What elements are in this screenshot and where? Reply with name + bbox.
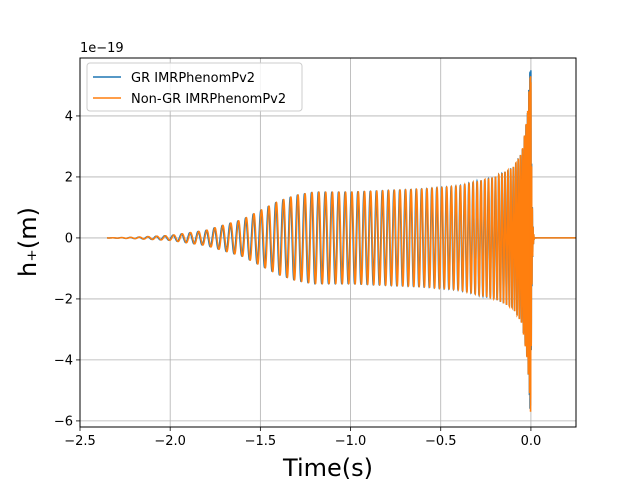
legend-label: Non-GR IMRPhenomPv2 (131, 92, 286, 107)
legend: GR IMRPhenomPv2 Non-GR IMRPhenomPv2 (86, 62, 303, 112)
y-offset-text: 1e−19 (80, 41, 124, 56)
y-tick-label: −4 (54, 353, 73, 368)
x-tick-label: −1.0 (335, 434, 367, 449)
y-tick-label: −2 (54, 292, 73, 307)
x-tick-label: −2.0 (154, 434, 186, 449)
series-line (107, 77, 576, 399)
y-tick-label: 0 (65, 231, 73, 246)
x-axis-label: Time(s) (282, 454, 373, 480)
y-tick-label: −6 (54, 414, 73, 429)
x-tick-label: −2.5 (64, 434, 96, 449)
y-tick-label: 2 (65, 170, 73, 185)
series-layer (107, 70, 576, 412)
legend-label: GR IMRPhenomPv2 (131, 71, 255, 86)
y-tick-label: 4 (65, 109, 73, 124)
legend-box (86, 62, 303, 112)
x-tick-label: 0.0 (521, 434, 542, 449)
tick-layer: −2.5 −2.0 −1.5 −1.0 −0.5 0.0 −6 −4 −2 0 2 4 (54, 109, 541, 449)
y-axis-label: h₊(m) (14, 207, 42, 277)
plot-frame (79, 57, 577, 428)
x-tick-label: −1.5 (245, 434, 277, 449)
x-tick-label: −0.5 (425, 434, 457, 449)
